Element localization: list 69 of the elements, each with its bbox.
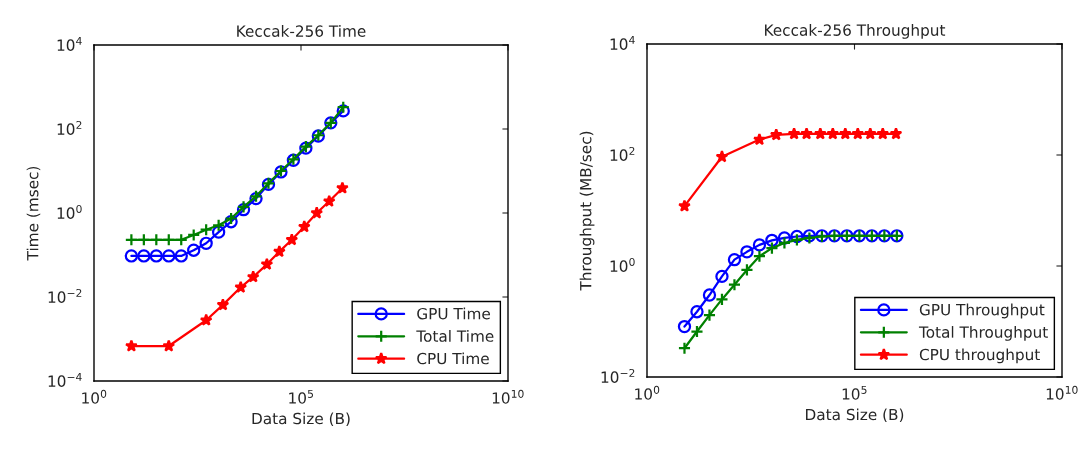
point <box>790 229 804 244</box>
point <box>715 269 729 284</box>
point <box>777 236 792 250</box>
point <box>124 339 138 352</box>
y-tick-label: 10$^{0}$ <box>610 257 635 272</box>
legend-label: CPU Time <box>417 352 489 365</box>
point <box>752 249 767 263</box>
point <box>162 233 176 247</box>
x-tick-label: 10$^{5}$ <box>289 389 314 404</box>
point <box>765 241 779 255</box>
point <box>715 292 729 307</box>
point <box>149 233 163 247</box>
x-axis-title: Data Size (B) <box>252 412 350 427</box>
point <box>765 233 779 247</box>
x-tick-label: 10$^{0}$ <box>82 389 107 404</box>
y-axis-title: Time (msec) <box>26 166 41 261</box>
point <box>211 225 226 239</box>
point <box>162 249 176 263</box>
point <box>187 243 201 257</box>
legend-label: Total Time <box>416 330 494 342</box>
point <box>137 233 151 247</box>
x-tick-label: 10$^{5}$ <box>842 385 867 400</box>
point <box>752 238 767 252</box>
legend-label: GPU Throughput <box>919 303 1045 319</box>
y-tick-label: 10$^{2}$ <box>610 146 635 161</box>
point <box>678 199 691 212</box>
point <box>702 308 717 322</box>
y-axis-title: Throughput (MB/sec) <box>579 131 595 291</box>
point <box>790 233 804 247</box>
x-tick-label: 10$^{10}$ <box>492 389 524 404</box>
point <box>702 288 717 302</box>
point <box>224 211 238 226</box>
point <box>149 249 163 263</box>
x-axis-title: Data Size (B) <box>806 408 904 423</box>
legend-label: GPU Time <box>417 307 490 320</box>
point <box>690 305 704 319</box>
point <box>187 228 201 242</box>
point <box>727 278 742 292</box>
point <box>199 223 213 237</box>
chart-title: Keccak-256 Throughput <box>765 24 946 39</box>
y-tick-label: 10$^{2}$ <box>57 120 82 135</box>
point <box>740 263 754 277</box>
point <box>211 218 226 232</box>
y-tick-label: 10$^{4}$ <box>57 37 82 51</box>
point <box>124 249 139 263</box>
point <box>224 215 238 229</box>
legend-label: CPU throughput <box>919 348 1040 364</box>
point <box>174 233 188 247</box>
point <box>740 245 754 259</box>
y-tick-label: 10$^{−2}$ <box>48 288 82 303</box>
point <box>199 236 213 250</box>
x-tick-label: 10$^{10}$ <box>1046 385 1078 400</box>
y-tick-label: 10$^{0}$ <box>57 204 82 219</box>
y-tick-label: 10$^{4}$ <box>610 36 635 50</box>
point <box>174 249 188 263</box>
point <box>727 253 742 267</box>
y-tick-label: 10$^{−4}$ <box>48 373 82 387</box>
point <box>690 324 704 339</box>
point <box>777 231 792 245</box>
chart-title: Keccak-256 Time <box>237 25 366 37</box>
point <box>677 319 692 334</box>
point <box>124 233 139 247</box>
point <box>336 104 350 118</box>
x-tick-label: 10$^{0}$ <box>635 385 660 400</box>
point <box>677 341 692 355</box>
point <box>137 249 151 263</box>
point <box>336 100 350 114</box>
legend-label: Total Throughput <box>918 326 1048 341</box>
y-tick-label: 10$^{−2}$ <box>601 368 635 383</box>
